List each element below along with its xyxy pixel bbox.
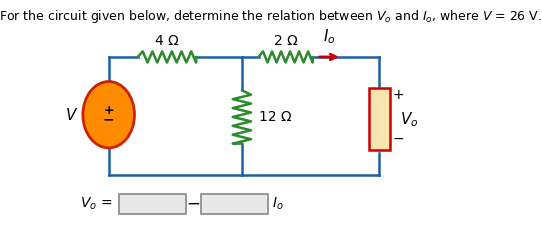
Text: +: +: [104, 104, 114, 117]
Text: 4 Ω: 4 Ω: [155, 34, 179, 48]
Text: $V_o$: $V_o$: [400, 110, 418, 128]
Text: $I_o$: $I_o$: [323, 28, 335, 46]
Text: 2 Ω: 2 Ω: [274, 34, 298, 48]
Text: −: −: [393, 132, 404, 146]
Text: $I_o$: $I_o$: [272, 195, 284, 212]
Ellipse shape: [83, 81, 134, 148]
Text: −: −: [186, 195, 200, 213]
Text: −: −: [103, 112, 114, 126]
Text: 12 Ω: 12 Ω: [259, 110, 291, 124]
Text: +: +: [393, 88, 404, 102]
Bar: [369, 88, 390, 150]
Bar: [202, 194, 268, 214]
Text: For the circuit given below, determine the relation between $V_o$ and $I_o$, whe: For the circuit given below, determine t…: [0, 8, 542, 25]
Text: $V$: $V$: [66, 107, 79, 123]
Bar: [119, 194, 186, 214]
Text: $V_o$ =: $V_o$ =: [80, 195, 112, 212]
